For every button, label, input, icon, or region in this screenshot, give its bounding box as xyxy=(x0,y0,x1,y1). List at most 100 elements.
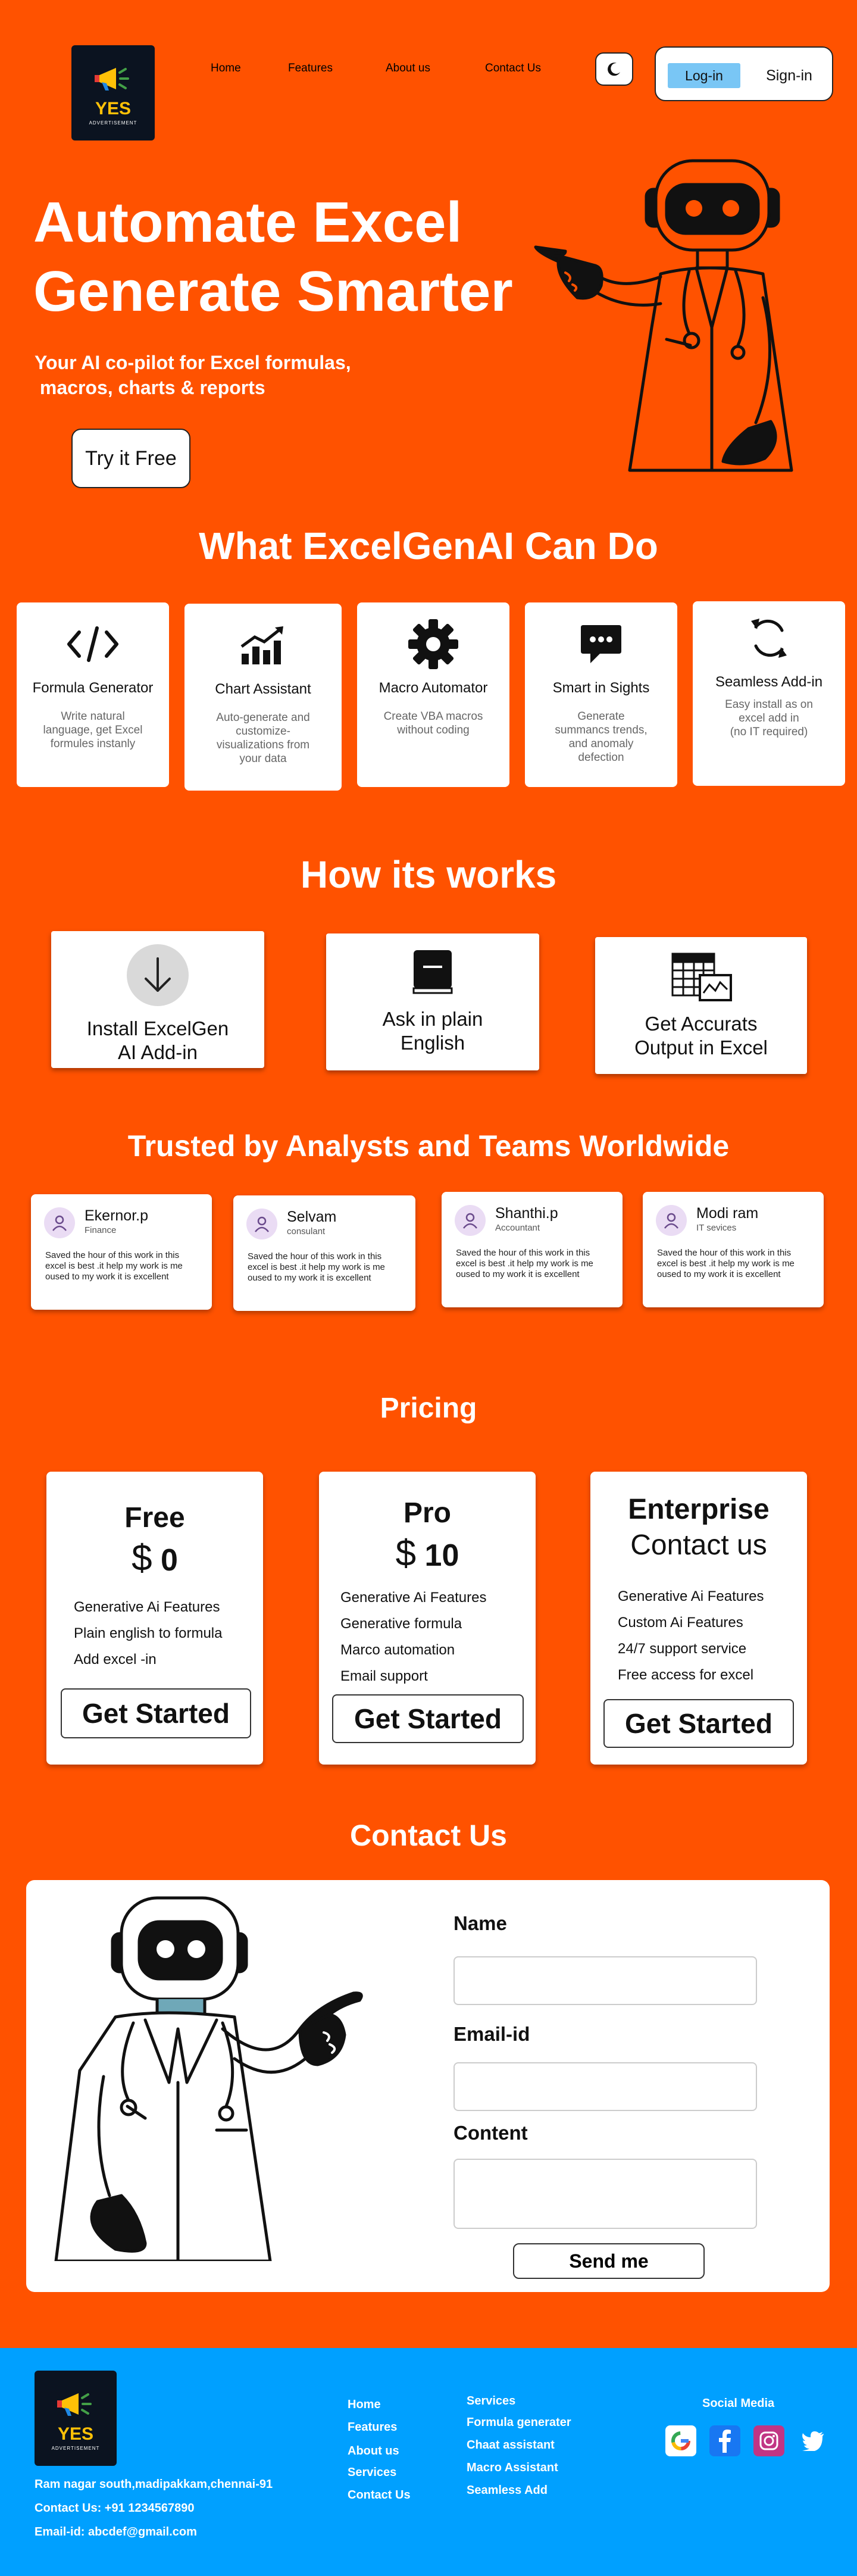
footer-service-chat[interactable]: Chaat assistant xyxy=(467,2438,555,2452)
contact-card: Name Email-id Content Send me xyxy=(26,1880,830,2292)
footer-logo[interactable]: YES ADVERTISEMENT xyxy=(35,2371,117,2466)
plan-features: Generative Ai Features Custom Ai Feature… xyxy=(618,1588,764,1693)
plan-feature: Plain english to formula xyxy=(74,1625,223,1641)
signin-button[interactable]: Sign-in xyxy=(766,67,812,84)
auth-box: Log-in Sign-in xyxy=(655,46,833,101)
content-input[interactable] xyxy=(453,2159,757,2229)
pricing-card-free: Free $ 0 Generative Ai Features Plain en… xyxy=(46,1472,263,1765)
nav-contact[interactable]: Contact Us xyxy=(485,62,541,74)
plan-feature: Email support xyxy=(340,1668,428,1684)
footer-link-contact[interactable]: Contact Us xyxy=(348,2488,411,2502)
hero-title: Automate Excel Generate Smarter xyxy=(33,188,513,326)
spreadsheet-icon xyxy=(671,953,732,1001)
avatar xyxy=(455,1205,486,1236)
footer-link-services[interactable]: Services xyxy=(348,2466,397,2479)
plan-price: $ 0 xyxy=(132,1538,178,1579)
testimonial-name: Modi ram xyxy=(696,1205,759,1222)
plan-feature: Add excel -in xyxy=(74,1651,157,1668)
robot-pointing-illustration xyxy=(534,159,793,472)
hero-subtitle: Your AI co-pilot for Excel formulas, mac… xyxy=(35,350,351,400)
feature-title: Macro Automator xyxy=(379,680,488,696)
user-icon xyxy=(255,1216,269,1232)
try-free-button[interactable]: Try it Free xyxy=(71,429,190,488)
google-glyph xyxy=(671,2431,690,2450)
nav-home[interactable]: Home xyxy=(211,62,241,74)
testimonial-name: Selvam xyxy=(287,1209,337,1225)
testimonial-role: Finance xyxy=(85,1225,117,1235)
code-icon xyxy=(67,626,118,662)
user-icon xyxy=(52,1215,67,1231)
testimonials-title: Trusted by Analysts and Teams Worldwide xyxy=(127,1129,730,1163)
hero-subtitle-line1: Your AI co-pilot for Excel formulas, xyxy=(35,352,351,373)
theme-toggle-button[interactable] xyxy=(595,52,633,86)
plan-name: Pro xyxy=(403,1497,451,1529)
testimonial-card: Shanthi.p Accountant Saved the hour of t… xyxy=(442,1192,623,1307)
megaphone-icon xyxy=(57,2393,92,2416)
how-title: How its works xyxy=(300,853,557,896)
content-label: Content xyxy=(453,2122,528,2144)
footer-services-title: Services xyxy=(467,2394,516,2408)
feature-card-macro[interactable]: Macro Automator Create VBA macros without… xyxy=(357,602,509,787)
feature-desc: Auto-generate and customize-visualization… xyxy=(216,711,310,765)
footer-service-addin[interactable]: Seamless Add xyxy=(467,2484,548,2497)
testimonial-name: Shanthi.p xyxy=(495,1205,558,1222)
plan-name: Free xyxy=(124,1502,185,1534)
testimonial-text: Saved the hour of this work in this exce… xyxy=(657,1248,795,1279)
plan-price: $ 10 xyxy=(395,1533,459,1574)
footer-service-macro[interactable]: Macro Assistant xyxy=(467,2461,558,2474)
feature-card-insights[interactable]: Smart in Sights Generate summancs trends,… xyxy=(525,602,677,787)
feature-card-chart[interactable]: Chart Assistant Auto-generate and customi… xyxy=(184,604,342,791)
plan-feature: Generative formula xyxy=(340,1616,462,1632)
brand-name: YES xyxy=(57,2424,94,2444)
nav-features[interactable]: Features xyxy=(288,62,333,74)
how-step-install: Install ExcelGen AI Add-in xyxy=(51,931,264,1068)
brand-logo[interactable]: YES ADVERTISEMENT xyxy=(71,45,155,140)
footer: YES ADVERTISEMENT Ram nagar south,madipa… xyxy=(0,2348,857,2576)
footer-service-formula[interactable]: Formula generater xyxy=(467,2416,571,2429)
plan-feature: 24/7 support service xyxy=(618,1641,747,1657)
nav-about[interactable]: About us xyxy=(386,62,430,74)
pricing-card-enterprise: Enterprise Contact us Generative Ai Feat… xyxy=(590,1472,807,1765)
feature-desc: Easy install as on excel add in (no IT req… xyxy=(725,698,813,738)
send-button[interactable]: Send me xyxy=(513,2243,705,2279)
facebook-icon[interactable] xyxy=(709,2425,740,2456)
instagram-icon[interactable] xyxy=(753,2425,784,2456)
avatar xyxy=(656,1205,687,1236)
testimonial-text: Saved the hour of this work in this exce… xyxy=(456,1248,593,1279)
instagram-glyph xyxy=(759,2431,778,2450)
brand-tagline: ADVERTISEMENT xyxy=(89,120,137,126)
brand-name: YES xyxy=(95,98,132,118)
footer-link-about[interactable]: About us xyxy=(348,2444,399,2458)
testimonial-card: Ekernor.p Finance Saved the hour of this… xyxy=(31,1194,212,1310)
testimonial-role: IT sevices xyxy=(696,1223,737,1233)
name-input[interactable] xyxy=(453,1956,757,2005)
email-input[interactable] xyxy=(453,2062,757,2111)
plan-feature: Marco automation xyxy=(340,1642,455,1658)
name-label: Name xyxy=(453,1912,507,1934)
twitter-icon[interactable] xyxy=(797,2425,828,2456)
feature-desc: Generate summancs trends, and anomaly defec… xyxy=(555,710,648,764)
feature-card-addin[interactable]: Seamless Add-in Easy install as on excel … xyxy=(693,601,845,786)
gear-icon xyxy=(408,619,458,669)
chart-icon xyxy=(240,626,283,664)
plan-features: Generative Ai Features Plain english to … xyxy=(74,1599,222,1678)
facebook-glyph xyxy=(719,2430,731,2453)
footer-link-home[interactable]: Home xyxy=(348,2398,381,2411)
plan-price: Contact us xyxy=(630,1529,767,1561)
testimonial-text: Saved the hour of this work in this exce… xyxy=(248,1251,385,1283)
plan-feature: Custom Ai Features xyxy=(618,1615,743,1631)
pricing-title: Pricing xyxy=(380,1392,477,1424)
get-started-button[interactable]: Get Started xyxy=(603,1699,794,1748)
google-icon[interactable] xyxy=(665,2425,696,2456)
plan-name: Enterprise xyxy=(628,1494,770,1525)
how-step-label: Ask in plain English xyxy=(382,1008,483,1054)
testimonial-card: Modi ram IT sevices Saved the hour of th… xyxy=(643,1192,824,1307)
megaphone-icon xyxy=(95,67,129,90)
footer-link-features[interactable]: Features xyxy=(348,2421,398,2434)
feature-card-formula[interactable]: Formula Generator Write natural language,… xyxy=(17,602,169,787)
robot-pointing-illustration xyxy=(54,1896,363,2261)
login-button[interactable]: Log-in xyxy=(668,63,740,88)
get-started-button[interactable]: Get Started xyxy=(332,1694,524,1743)
testimonial-role: Accountant xyxy=(495,1223,540,1233)
get-started-button[interactable]: Get Started xyxy=(61,1688,251,1738)
